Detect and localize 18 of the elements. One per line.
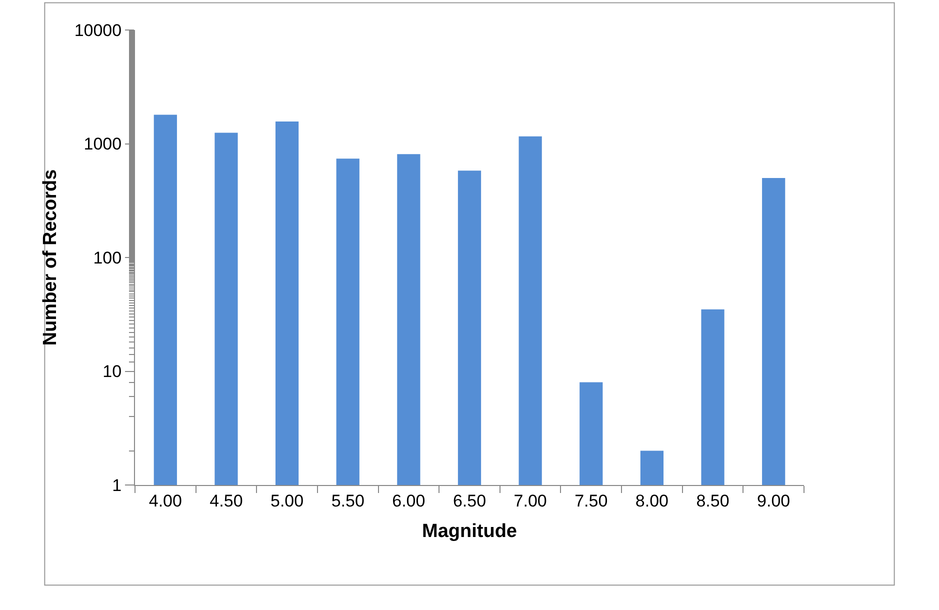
y-tick-label: 1 <box>112 476 122 495</box>
x-tick-label: 6.00 <box>392 491 426 510</box>
y-tick-label: 100 <box>93 248 122 268</box>
x-tick-label: 5.50 <box>331 491 364 510</box>
x-tick-label: 4.00 <box>148 491 182 510</box>
y-tick-label: 10000 <box>74 20 122 40</box>
x-tick-label: 5.00 <box>270 491 304 510</box>
x-tick-label: 8.50 <box>696 491 730 510</box>
x-tick-label: 8.00 <box>635 491 668 510</box>
y-tick-label: 10 <box>102 362 122 382</box>
x-tick-label: 9.00 <box>757 491 790 510</box>
x-tick-label: 7.00 <box>514 491 547 510</box>
x-axis-title: Magnitude <box>422 521 517 542</box>
y-axis-title: Number of Records <box>40 169 62 346</box>
x-tick-label: 4.50 <box>210 491 243 510</box>
x-tick-label: 7.50 <box>574 491 608 510</box>
x-tick-label: 6.50 <box>452 491 486 510</box>
y-tick-label: 1000 <box>84 134 122 154</box>
